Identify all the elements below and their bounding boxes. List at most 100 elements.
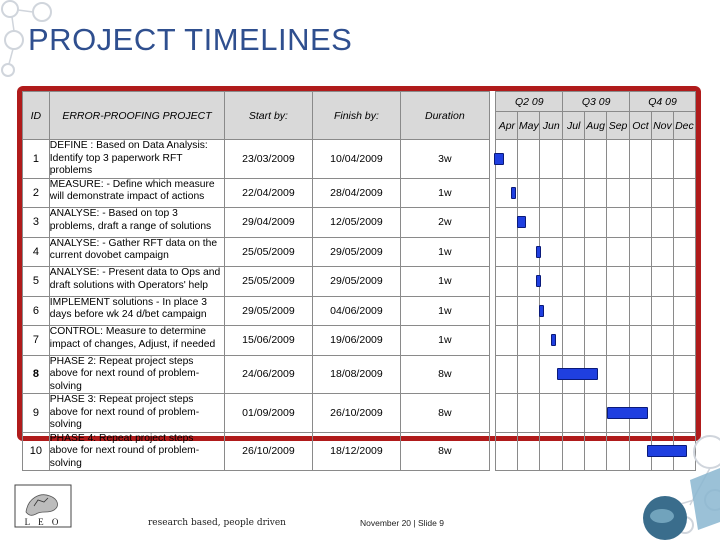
month-cell xyxy=(606,354,631,394)
header-quarter: Q3 09 xyxy=(562,91,631,112)
row-id: 7 xyxy=(22,325,50,356)
row-duration: 2w xyxy=(400,207,490,238)
row-finish: 26/10/2009 xyxy=(311,393,402,433)
gantt-bar xyxy=(556,368,598,381)
gantt-bar xyxy=(535,275,541,288)
row-spacer xyxy=(488,325,497,355)
month-cell xyxy=(517,139,541,179)
month-cell xyxy=(495,354,519,394)
month-cell xyxy=(650,177,674,208)
month-cell xyxy=(650,393,674,433)
row-id: 9 xyxy=(22,393,50,433)
month-cell xyxy=(650,207,674,238)
month-cell xyxy=(495,207,519,238)
row-spacer xyxy=(488,296,497,326)
header-id: ID xyxy=(22,91,50,140)
gantt-bar xyxy=(511,186,517,199)
row-project: ANALYSE: - Present data to Ops and draft… xyxy=(48,266,226,297)
table-row: 2 MEASURE: - Define which measure will de… xyxy=(22,177,697,208)
month-cell xyxy=(517,431,541,471)
month-cell xyxy=(672,295,697,326)
row-finish: 28/04/2009 xyxy=(311,177,402,208)
table-row: 6 IMPLEMENT solutions - In place 3 days b… xyxy=(22,295,697,326)
month-cell xyxy=(562,393,586,433)
row-finish: 18/08/2009 xyxy=(311,354,402,394)
month-cell xyxy=(584,325,608,356)
row-finish: 29/05/2009 xyxy=(311,266,402,297)
gantt-bar xyxy=(538,304,544,317)
row-finish: 29/05/2009 xyxy=(311,236,402,267)
month-cell xyxy=(629,266,652,297)
timeline-frame: ID ERROR-PROOFING PROJECT Start by: Fini… xyxy=(17,86,701,471)
month-cell xyxy=(672,207,697,238)
row-finish: 19/06/2009 xyxy=(311,325,402,356)
slide-title: PROJECT TIMELINES xyxy=(28,22,353,57)
month-cell xyxy=(495,431,519,471)
month-cell xyxy=(562,207,586,238)
leo-logo: L E O xyxy=(14,484,72,528)
row-spacer xyxy=(488,355,497,394)
header-project: ERROR-PROOFING PROJECT xyxy=(48,91,226,140)
month-cell xyxy=(539,207,564,238)
gantt-bar xyxy=(516,216,526,229)
month-cell xyxy=(629,207,652,238)
header-month: Nov xyxy=(650,111,674,140)
month-cell xyxy=(672,236,697,267)
timeline-table: ID ERROR-PROOFING PROJECT Start by: Fini… xyxy=(22,91,697,471)
month-cell xyxy=(606,207,631,238)
month-cell xyxy=(606,266,631,297)
header-start: Start by: xyxy=(224,91,313,140)
month-cell xyxy=(606,236,631,267)
row-duration: 1w xyxy=(400,325,490,356)
month-cell xyxy=(672,325,697,356)
row-project: DEFINE : Based on Data Analysis: Identif… xyxy=(48,139,226,179)
row-start: 25/05/2009 xyxy=(224,236,313,267)
table-row: 3 ANALYSE: - Based on top 3 problems, dra… xyxy=(22,207,697,238)
month-cell xyxy=(562,295,586,326)
row-id: 3 xyxy=(22,207,50,238)
row-id: 10 xyxy=(22,431,50,471)
month-cell xyxy=(562,266,586,297)
month-cell xyxy=(650,354,674,394)
header-month: Jul xyxy=(562,111,586,140)
row-project: ANALYSE: - Based on top 3 problems, draf… xyxy=(48,207,226,238)
month-cell xyxy=(629,236,652,267)
month-cell xyxy=(539,431,564,471)
month-cell xyxy=(495,325,519,356)
decorative-network-bottom-right xyxy=(643,435,720,540)
month-cell xyxy=(629,354,652,394)
month-cell xyxy=(606,431,631,471)
header-month: Sep xyxy=(606,111,631,140)
table-row: 1 DEFINE : Based on Data Analysis: Identi… xyxy=(22,139,697,179)
row-duration: 1w xyxy=(400,236,490,267)
logo-letters: L E O xyxy=(25,517,62,527)
row-spacer xyxy=(488,178,497,208)
month-cell xyxy=(495,266,519,297)
timeline-panel: ID ERROR-PROOFING PROJECT Start by: Fini… xyxy=(22,91,697,471)
row-project: CONTROL: Measure to determine impact of … xyxy=(48,325,226,356)
header-quarter: Q2 09 xyxy=(495,91,564,112)
month-cell xyxy=(562,177,586,208)
table-row: 9 PHASE 3: Repeat project steps above for… xyxy=(22,393,697,433)
row-duration: 8w xyxy=(400,354,490,394)
row-duration: 3w xyxy=(400,139,490,179)
gantt-bar xyxy=(646,445,687,458)
row-finish: 18/12/2009 xyxy=(311,431,402,471)
row-start: 29/04/2009 xyxy=(224,207,313,238)
gantt-bar xyxy=(550,334,556,347)
header-quarter: Q4 09 xyxy=(629,91,696,112)
row-spacer xyxy=(488,432,497,471)
row-start: 25/05/2009 xyxy=(224,266,313,297)
row-id: 2 xyxy=(22,177,50,208)
row-start: 01/09/2009 xyxy=(224,393,313,433)
gantt-bar xyxy=(606,406,648,419)
row-project: PHASE 2: Repeat project steps above for … xyxy=(48,354,226,394)
month-cell xyxy=(629,295,652,326)
row-spacer xyxy=(488,207,497,237)
row-duration: 8w xyxy=(400,431,490,471)
row-project: ANALYSE: - Gather RFT data on the curren… xyxy=(48,236,226,267)
month-cell xyxy=(517,354,541,394)
row-project: PHASE 3: Repeat project steps above for … xyxy=(48,393,226,433)
header-month: Aug xyxy=(584,111,608,140)
month-cell xyxy=(539,266,564,297)
